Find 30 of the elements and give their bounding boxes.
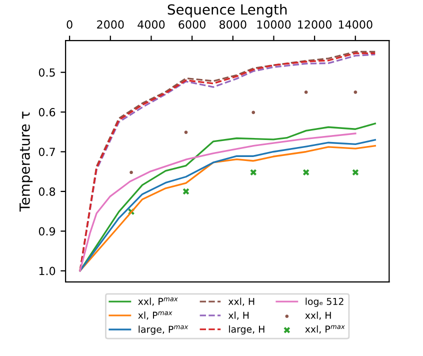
legend-label: large, H: [229, 325, 264, 335]
x-tick-label: 12000: [298, 20, 332, 29]
point: [352, 168, 359, 176]
x-tick-label: 8000: [220, 20, 246, 29]
x-tick-label: 4000: [138, 20, 165, 29]
legend-label: xxl, P$^{max}$: [305, 325, 345, 334]
x-axis-title: Sequence Length: [168, 4, 287, 18]
y-tick-label: 0.7: [38, 148, 55, 156]
legend-label: logₑ 512: [306, 298, 344, 307]
point: [250, 168, 257, 176]
legend-label: xxl, H: [228, 298, 254, 306]
legend-label: xxl, H: [305, 312, 331, 320]
point: [128, 208, 135, 216]
legend-label: xl, H: [228, 312, 249, 320]
point: [182, 188, 190, 195]
point: [302, 168, 310, 176]
y-tick-label: 0.9: [38, 227, 56, 236]
y-tick-label: 0.5: [38, 68, 55, 77]
x-tick-label: 6000: [178, 20, 206, 29]
x-tick-label: 10000: [257, 20, 291, 29]
legend-label: large, P$^{max}$: [138, 325, 188, 335]
y-tick-label: 1.0: [39, 266, 56, 276]
x-tick-label: 0: [66, 20, 72, 29]
x-tick-label: 2000: [97, 20, 124, 29]
x-tick-label: 14000: [338, 20, 372, 29]
legend-label: xxl, P$^{max}$: [138, 298, 178, 306]
y-tick-label: 0.8: [38, 187, 56, 196]
y-tick-label: 0.6: [38, 108, 56, 116]
y-axis-title: Temperature τ: [20, 112, 33, 212]
legend-label: xl, P$^{max}$: [138, 311, 172, 320]
